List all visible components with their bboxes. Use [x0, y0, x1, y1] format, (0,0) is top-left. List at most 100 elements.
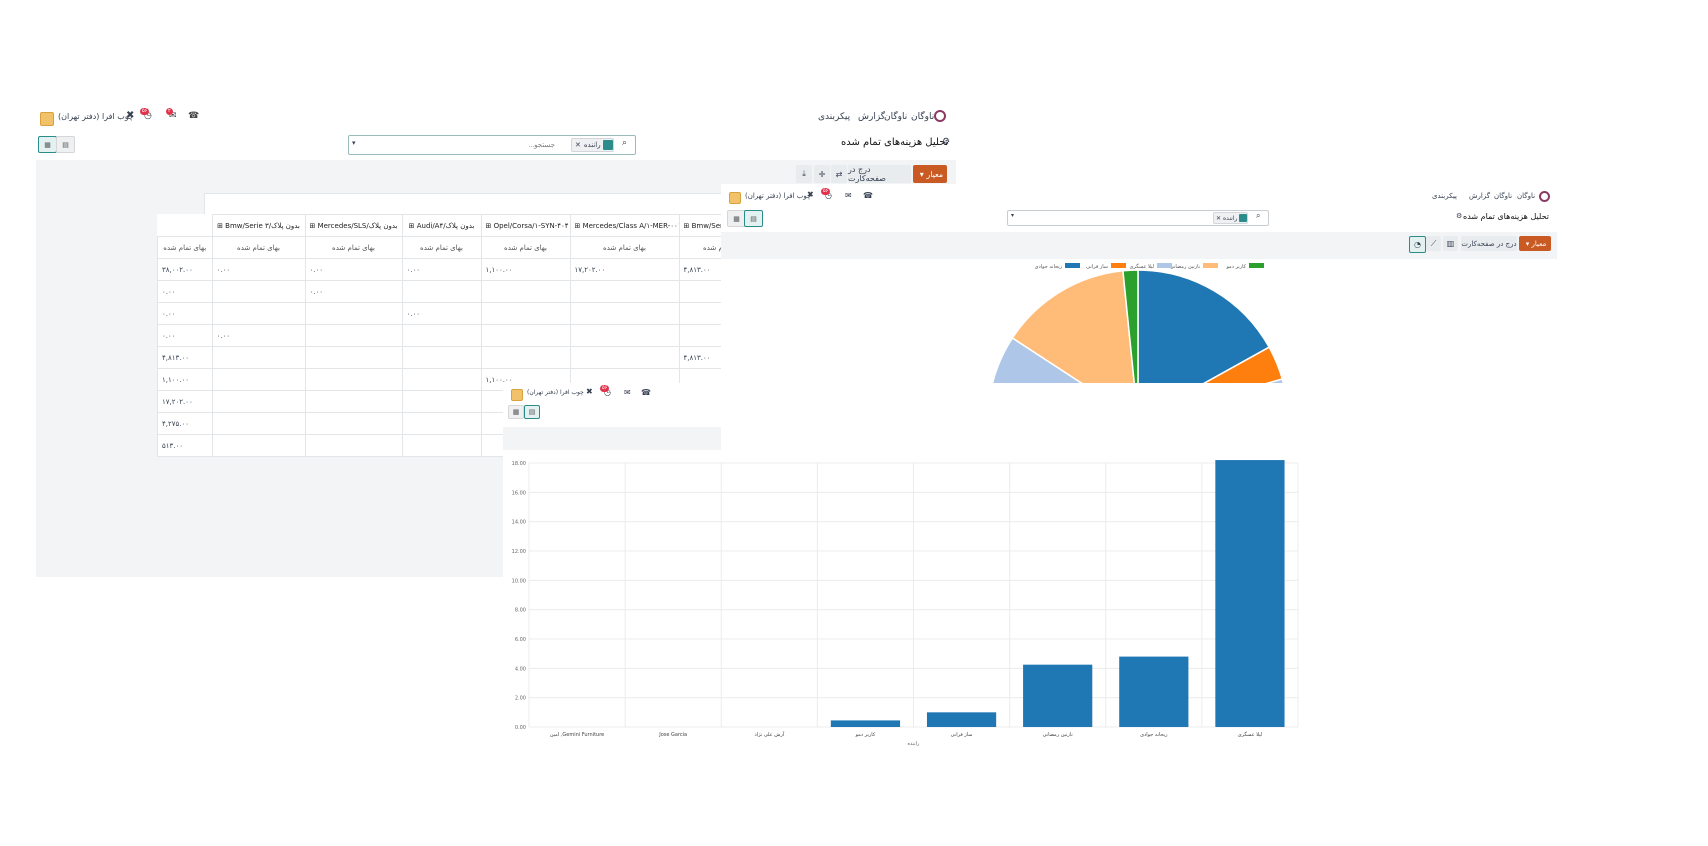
settings-gear-icon[interactable]: ⚙: [942, 137, 951, 147]
search-icon[interactable]: ⌕: [622, 138, 628, 148]
activities-icon[interactable]: ◷: [825, 191, 832, 200]
pivot-cell[interactable]: ۰.۰۰: [157, 324, 213, 347]
pivot-cell[interactable]: ۰.۰۰: [401, 258, 482, 281]
pivot-cell[interactable]: ۰.۰۰: [157, 280, 213, 303]
pivot-column-header[interactable]: ⊞ Mercedes/Class A/۱-MER-۰۰۱: [569, 214, 680, 237]
pivot-cell[interactable]: [304, 346, 403, 369]
pivot-cell[interactable]: ۱۷,۲۰۲.۰۰: [157, 390, 213, 413]
menu-item-report[interactable]: گزارش: [858, 112, 886, 122]
pivot-cell[interactable]: [211, 368, 306, 391]
pivot-cell[interactable]: [304, 412, 403, 435]
flip-axis-button[interactable]: ⇄: [831, 165, 847, 183]
line-chart-button[interactable]: ⟋: [1426, 236, 1441, 251]
pivot-measure-header[interactable]: بهای تمام شده: [304, 236, 403, 259]
pie-chart-button[interactable]: ◔: [1409, 236, 1426, 253]
pivot-cell[interactable]: [211, 346, 306, 369]
pivot-cell[interactable]: [401, 324, 482, 347]
pivot-cell[interactable]: [401, 368, 482, 391]
debug-tools-icon[interactable]: ✖: [126, 110, 135, 121]
pivot-cell[interactable]: [480, 346, 571, 369]
pivot-cell[interactable]: [569, 280, 680, 303]
search-input[interactable]: [363, 137, 557, 153]
activities-icon[interactable]: ◷: [604, 388, 611, 397]
pivot-cell[interactable]: [401, 412, 482, 435]
legend-item[interactable]: ریحانه جوادی: [1035, 263, 1080, 270]
company-name[interactable]: چوب افرا (دفتر تهران): [58, 112, 134, 121]
debug-tools-icon[interactable]: ✖: [807, 190, 814, 199]
pivot-total-measure-header[interactable]: بهای تمام شده: [157, 236, 213, 259]
menu-item-report[interactable]: گزارش: [1469, 192, 1491, 200]
company-avatar[interactable]: [40, 112, 54, 126]
pivot-cell[interactable]: [569, 324, 680, 347]
company-name[interactable]: چوب افرا (دفتر تهران): [745, 192, 812, 200]
pivot-cell[interactable]: [211, 390, 306, 413]
messages-icon[interactable]: ✉: [624, 388, 631, 397]
bar[interactable]: [830, 720, 901, 727]
graph-view-button[interactable]: ▤: [744, 210, 763, 227]
pivot-cell[interactable]: [401, 434, 482, 457]
pivot-column-header[interactable]: ⊞ Audi/A۴/بدون پلاک: [401, 214, 482, 237]
search-bar[interactable]: ▾ ✕ راننده ⌕: [1007, 210, 1269, 226]
pivot-cell[interactable]: ۰.۰۰: [401, 302, 482, 325]
pivot-cell[interactable]: [480, 280, 571, 303]
pivot-cell[interactable]: [401, 280, 482, 303]
pivot-cell[interactable]: ۱۷,۲۰۲.۰۰: [569, 258, 680, 281]
pivot-cell[interactable]: ۰.۰۰: [211, 324, 306, 347]
company-avatar[interactable]: [511, 389, 523, 401]
pivot-cell[interactable]: ۴,۲۷۵.۰۰: [157, 412, 213, 435]
bar[interactable]: [1215, 460, 1285, 727]
company-name[interactable]: چوب افرا (دفتر تهران): [527, 389, 584, 396]
pivot-measure-header[interactable]: بهای تمام شده: [480, 236, 571, 259]
expand-all-button[interactable]: ✛: [814, 165, 830, 183]
menu-item-config[interactable]: پیکربندی: [818, 112, 851, 122]
search-facet-driver[interactable]: ✕ راننده: [571, 138, 614, 152]
search-icon[interactable]: ⌕: [1256, 211, 1261, 220]
measures-button[interactable]: ▾ معیار: [1519, 236, 1551, 251]
search-options-toggle[interactable]: ▾: [352, 139, 356, 147]
pivot-cell[interactable]: [401, 390, 482, 413]
bar[interactable]: [1023, 664, 1093, 727]
legend-item[interactable]: لیلا عسگری: [1130, 263, 1172, 270]
menu-item-fleet[interactable]: ناوگان: [884, 112, 908, 122]
pivot-column-header[interactable]: ⊞ Opel/Corsa/۱-SYN-۴۰۴: [480, 214, 571, 237]
pivot-cell[interactable]: ۱,۱۰۰.۰۰: [157, 368, 213, 391]
pivot-cell[interactable]: [211, 412, 306, 435]
search-facet-driver[interactable]: ✕ راننده: [1213, 212, 1249, 224]
pivot-cell[interactable]: ۰.۰۰: [211, 258, 306, 281]
debug-tools-icon[interactable]: ✖: [586, 387, 593, 396]
legend-item[interactable]: کاربر دمو: [1225, 263, 1264, 270]
pivot-column-header[interactable]: ⊞ Bmw/Serie ۳/بدون پلاک: [211, 214, 306, 237]
pivot-cell[interactable]: [211, 302, 306, 325]
settings-gear-icon[interactable]: ⚙: [1456, 212, 1463, 220]
pivot-cell[interactable]: ۰.۰۰: [157, 302, 213, 325]
menu-item-fleet[interactable]: ناوگان: [1494, 192, 1513, 200]
pie-slice[interactable]: [1011, 269, 1139, 422]
insert-spreadsheet-button[interactable]: درج در صفحه‌کارت: [1461, 236, 1517, 251]
fleet-app-icon[interactable]: [934, 110, 946, 122]
pivot-measure-header[interactable]: بهای تمام شده: [211, 236, 306, 259]
pivot-cell[interactable]: [569, 346, 680, 369]
pivot-view-button[interactable]: ▦: [508, 405, 524, 419]
activities-icon[interactable]: ◷: [144, 111, 152, 121]
pivot-measure-header[interactable]: بهای تمام شده: [569, 236, 680, 259]
pie-slice[interactable]: [1122, 269, 1139, 421]
pivot-cell[interactable]: [401, 346, 482, 369]
pivot-cell[interactable]: [304, 390, 403, 413]
pivot-cell[interactable]: [304, 368, 403, 391]
company-avatar[interactable]: [729, 192, 741, 204]
pivot-cell[interactable]: [480, 302, 571, 325]
pivot-cell[interactable]: [304, 434, 403, 457]
messages-icon[interactable]: ✉: [169, 111, 177, 121]
pivot-cell[interactable]: [304, 324, 403, 347]
legend-item[interactable]: نازنین رمضانی: [1170, 263, 1218, 270]
messages-icon[interactable]: ✉: [845, 191, 852, 200]
remove-facet-icon[interactable]: ✕: [575, 141, 581, 149]
pivot-cell[interactable]: ۰.۰۰: [304, 280, 403, 303]
phone-icon[interactable]: ☎: [188, 111, 200, 121]
legend-item[interactable]: ساز فرانی: [1086, 263, 1126, 270]
phone-icon[interactable]: ☎: [641, 388, 651, 397]
bar[interactable]: [926, 712, 997, 727]
pivot-cell[interactable]: ۳۸,۰۰۲.۰۰: [157, 258, 213, 281]
phone-icon[interactable]: ☎: [863, 191, 873, 200]
remove-facet-icon[interactable]: ✕: [1216, 214, 1222, 222]
